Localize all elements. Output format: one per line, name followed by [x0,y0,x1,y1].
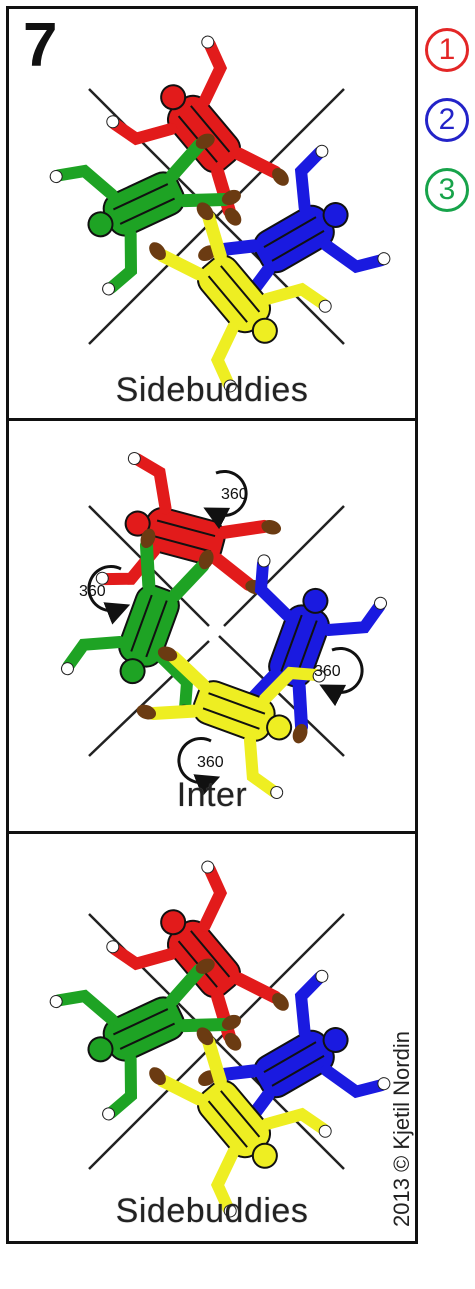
formation-sidebuddies-2 [49,860,391,1218]
yellow-jumper [149,202,332,393]
diagonal-line-b1 [223,505,345,627]
legend-number-2: 2 [425,98,469,142]
legend-number-3: 3 [425,168,469,212]
panel-caption: Inter [176,776,248,814]
rotation-label: 360 [197,754,224,771]
panel-caption: Sidebuddies [115,1192,309,1230]
blue-jumper [234,554,388,744]
green-jumper [49,133,241,296]
red-jumper [106,35,289,226]
rotation-arrow-yellow: 360 [177,737,224,797]
red-jumper [95,452,282,595]
panel-inter: 360 360 360 360 Inter [9,421,415,834]
panel-sidebuddies-top: 7 [9,9,415,421]
formation-sidebuddies-1 [49,35,391,393]
rotation-arrow-green: 360 [79,565,131,625]
green-jumper [49,958,241,1121]
diagonal-line-b [88,913,345,1170]
diagram-frame: 7 [6,6,418,1244]
rotation-label: 360 [79,583,106,600]
rotation-label: 360 [221,486,248,503]
panel-sidebuddies-bottom: Sidebuddies [9,834,415,1241]
diagonal-line-b2 [88,640,210,757]
formation-inter: 360 360 360 360 [60,452,388,800]
copyright-text: 2013 © Kjetil Nordin [389,1031,414,1227]
step-number: 7 [23,11,58,80]
panel-caption: Sidebuddies [115,371,309,409]
rotation-label: 360 [314,663,341,680]
yellow-jumper [149,1027,332,1218]
yellow-jumper [136,646,326,800]
diagonal-line-b [88,88,345,345]
legend-number-1: 1 [425,28,469,72]
rotation-arrow-blue: 360 [314,646,364,707]
rotation-arrow-red: 360 [203,469,248,530]
diagonal-line-a2 [218,635,345,757]
